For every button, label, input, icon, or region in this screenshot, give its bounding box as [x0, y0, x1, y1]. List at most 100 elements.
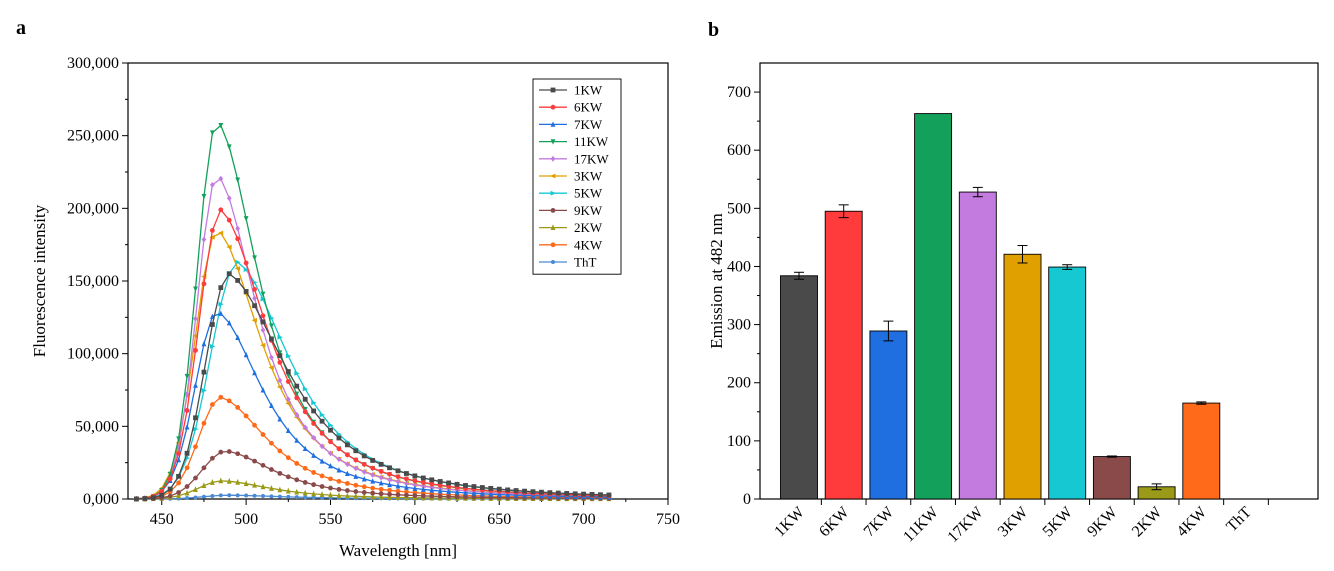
y-tick-label: 700: [727, 84, 751, 101]
bar-6KW: [824, 210, 863, 500]
legend-label: 4KW: [574, 237, 603, 252]
series-marker: [269, 354, 274, 361]
series-marker: [193, 347, 198, 353]
series-marker: [378, 468, 384, 474]
series-marker: [201, 340, 207, 347]
series-marker: [159, 488, 165, 494]
series-marker: [302, 489, 308, 496]
series-marker: [328, 427, 333, 433]
series-marker: [395, 488, 401, 494]
series-marker: [185, 496, 190, 501]
series-marker: [260, 327, 266, 333]
series-marker: [209, 130, 215, 136]
series-marker: [361, 453, 367, 459]
series-marker: [260, 319, 266, 325]
series-marker: [252, 280, 258, 285]
x-tick-label: 11KW: [900, 503, 942, 545]
series-marker: [226, 477, 232, 484]
series-marker: [454, 481, 460, 487]
series-marker: [227, 493, 232, 498]
legend-label: 7KW: [574, 117, 603, 132]
series-marker: [551, 260, 555, 264]
series-marker: [344, 442, 350, 448]
series-marker: [370, 465, 376, 471]
series-marker: [252, 458, 257, 464]
series-marker: [513, 492, 519, 498]
bar-17KW: [958, 191, 997, 500]
series-marker: [226, 320, 232, 326]
series-marker: [454, 489, 460, 495]
legend-label: 3KW: [574, 169, 603, 184]
series-marker: [201, 236, 207, 243]
series-marker: [550, 224, 556, 230]
series-marker: [550, 139, 556, 145]
series-marker: [488, 491, 494, 497]
series-marker: [387, 465, 392, 471]
series-marker: [344, 452, 350, 458]
series-marker: [167, 486, 173, 492]
series-marker: [235, 177, 241, 183]
series-marker: [184, 373, 190, 380]
series-marker: [193, 486, 198, 492]
series-marker: [193, 415, 198, 421]
legend: 1KW 6KW 7KW 11KW 17KW 3KW 5KW 9KW 2KW 4KW ThT: [532, 78, 622, 275]
series-marker: [184, 450, 190, 456]
series-marker: [252, 255, 257, 261]
series-marker: [260, 342, 266, 348]
bar-11KW: [914, 113, 953, 500]
series-marker: [226, 217, 232, 223]
series-marker: [303, 495, 308, 500]
x-tick-label: 450: [150, 511, 174, 528]
series-marker: [550, 155, 556, 162]
series-marker: [412, 478, 418, 484]
series-marker: [311, 482, 317, 488]
series-marker: [581, 491, 587, 497]
series-marker: [252, 481, 257, 488]
series-marker: [420, 480, 426, 485]
series-marker: [479, 485, 485, 490]
y-tick-label: 300,000: [67, 55, 119, 72]
series-marker: [209, 479, 215, 485]
series-marker: [361, 469, 367, 475]
series-marker: [319, 412, 326, 418]
series-marker: [285, 455, 291, 461]
series-marker: [387, 487, 392, 493]
series-marker: [353, 492, 359, 499]
series-marker: [269, 467, 274, 472]
series-marker: [252, 369, 257, 376]
series-marker: [420, 483, 426, 490]
series-marker: [378, 480, 384, 486]
series-marker: [294, 391, 300, 398]
bar-3KW: [1003, 253, 1042, 500]
series-marker: [243, 260, 249, 266]
series-marker: [378, 493, 384, 500]
series-marker: [311, 490, 317, 497]
series-marker: [319, 430, 325, 436]
series-marker: [218, 175, 224, 182]
series-marker: [302, 396, 308, 402]
x-tick-label: 700: [572, 511, 596, 528]
series-marker: [353, 457, 359, 463]
series-marker: [378, 461, 384, 467]
series-marker: [606, 492, 612, 498]
series-marker: [294, 411, 300, 418]
series-marker: [463, 489, 468, 496]
series-marker: [505, 487, 511, 493]
legend-label: 17KW: [574, 151, 609, 166]
series-marker: [201, 194, 207, 200]
series-marker: [319, 491, 325, 497]
series-marker: [269, 440, 274, 446]
series-marker: [328, 422, 334, 428]
y-tick-label: 500: [727, 200, 751, 217]
series-marker: [550, 121, 556, 127]
y-tick-label: 300: [727, 317, 751, 334]
series-marker: [344, 492, 350, 499]
series-marker: [235, 236, 241, 242]
series-marker: [539, 489, 544, 495]
series-marker: [550, 104, 556, 110]
series-marker: [328, 485, 333, 491]
series-marker: [201, 482, 207, 489]
series-marker: [496, 486, 502, 492]
series-marker: [269, 494, 274, 499]
